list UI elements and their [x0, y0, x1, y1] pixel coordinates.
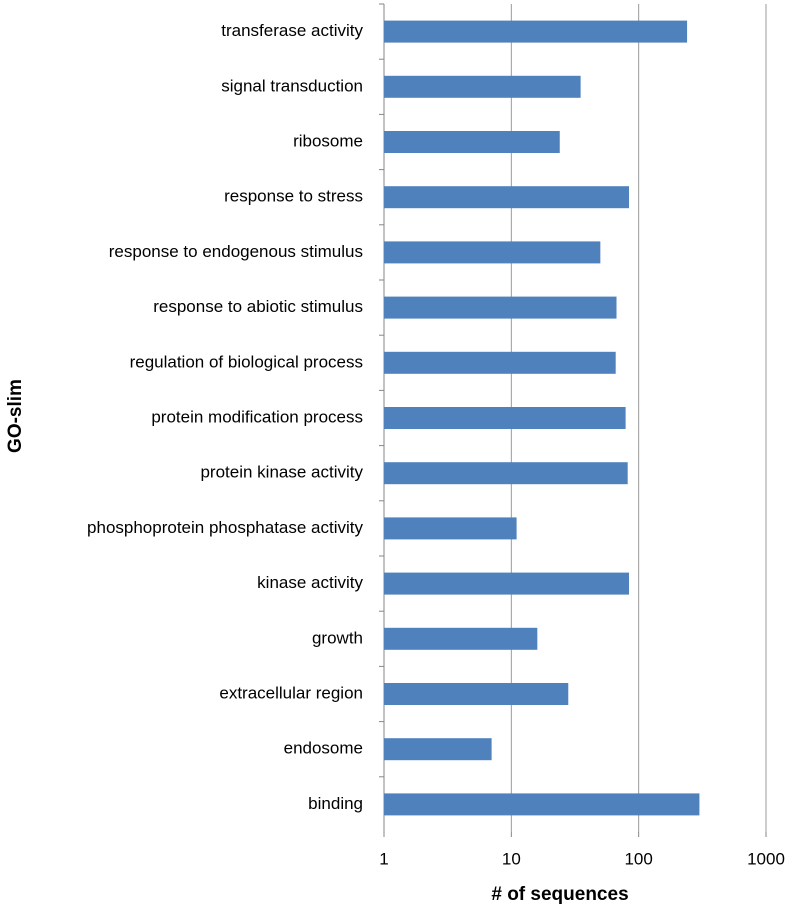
- y-tick-label: signal transduction: [221, 76, 363, 95]
- y-tick-label: response to abiotic stimulus: [153, 297, 363, 316]
- y-tick-label: protein kinase activity: [200, 463, 363, 482]
- y-tick-label: phosphoprotein phosphatase activity: [87, 518, 363, 537]
- y-tick-label: response to stress: [224, 187, 363, 206]
- y-tick-label: regulation of biological process: [130, 352, 363, 371]
- bar: [384, 131, 560, 153]
- bar: [384, 462, 628, 485]
- bar: [384, 407, 626, 429]
- bar: [384, 75, 581, 98]
- bar: [384, 20, 688, 43]
- y-axis-title: GO-slim: [5, 379, 26, 453]
- bar: [384, 517, 517, 540]
- bar: [384, 296, 617, 319]
- x-tick-label: 10: [502, 849, 521, 868]
- bar: [384, 186, 630, 209]
- bar: [384, 351, 616, 374]
- y-tick-label: kinase activity: [257, 573, 363, 592]
- y-tick-label: transferase activity: [221, 21, 363, 40]
- bar: [384, 738, 492, 761]
- y-tick-label: growth: [312, 628, 363, 647]
- y-tick-label: ribosome: [293, 131, 363, 150]
- x-tick-label: 100: [624, 849, 652, 868]
- bar: [384, 572, 630, 595]
- x-tick-label: 1: [379, 849, 388, 868]
- y-tick-label: protein modification process: [151, 407, 363, 426]
- bar: [384, 241, 601, 264]
- y-tick-label: binding: [308, 794, 363, 813]
- y-tick-label: response to endogenous stimulus: [109, 242, 363, 261]
- bar: [384, 793, 700, 816]
- bar: [384, 683, 569, 705]
- x-axis-title: # of sequences: [491, 884, 628, 905]
- y-tick-label: endosome: [284, 739, 363, 758]
- y-tick-label: extracellular region: [219, 683, 363, 702]
- bar: [384, 627, 538, 650]
- x-tick-label: 1000: [747, 849, 785, 868]
